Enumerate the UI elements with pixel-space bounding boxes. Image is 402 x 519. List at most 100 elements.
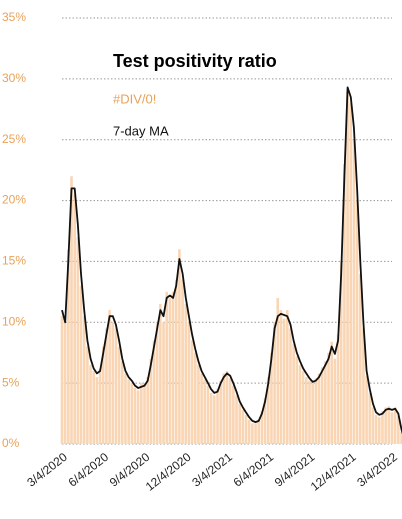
bar	[187, 322, 191, 444]
bar	[213, 395, 216, 444]
bar	[152, 340, 156, 444]
bar	[387, 406, 391, 444]
bar	[314, 378, 318, 444]
bar	[273, 322, 276, 444]
bar	[317, 373, 321, 444]
bar	[89, 364, 92, 444]
y-tick-label: 30%	[2, 71, 26, 85]
x-tick-label: 6/4/2021	[231, 450, 277, 490]
bar	[124, 373, 127, 444]
bar	[232, 385, 235, 444]
bar	[190, 340, 194, 444]
bar	[95, 377, 99, 444]
bar	[346, 91, 349, 445]
bar	[225, 370, 229, 444]
bar	[324, 361, 327, 444]
bar	[279, 310, 283, 444]
bar	[120, 361, 124, 444]
bar	[311, 383, 314, 444]
bar	[117, 346, 121, 444]
bar	[136, 390, 140, 444]
bar	[238, 403, 241, 444]
bar	[209, 392, 213, 444]
y-tick-label: 10%	[2, 314, 26, 328]
bar	[206, 385, 210, 444]
bar	[219, 380, 222, 444]
bar	[92, 370, 96, 444]
bar	[270, 352, 273, 444]
bar	[371, 407, 375, 444]
bar	[358, 273, 362, 444]
bar	[362, 328, 365, 444]
bar	[378, 417, 381, 444]
bar	[76, 237, 80, 444]
bar	[159, 304, 162, 444]
bar	[86, 346, 89, 444]
bar	[365, 375, 368, 444]
bar	[140, 383, 143, 444]
bar	[241, 409, 245, 444]
bar	[193, 352, 197, 444]
bar	[82, 316, 86, 444]
bar	[203, 379, 207, 444]
bar	[289, 328, 292, 444]
bar	[63, 322, 67, 444]
bar	[368, 392, 372, 444]
bar	[390, 412, 394, 444]
bar	[397, 416, 400, 444]
y-tick-label: 15%	[2, 254, 26, 268]
bar	[101, 346, 105, 444]
legend-label: 7-day MA	[113, 123, 169, 138]
bar	[127, 379, 130, 444]
bar	[320, 367, 324, 444]
bar	[108, 310, 111, 444]
x-tick-label: 6/4/2020	[66, 450, 112, 490]
bar	[228, 378, 232, 444]
bar	[174, 279, 178, 444]
x-tick-label: 12/4/2021	[308, 450, 359, 494]
bar	[254, 423, 257, 444]
bar	[146, 377, 149, 444]
bar	[374, 414, 378, 444]
bar	[282, 318, 286, 444]
bar	[149, 358, 153, 444]
y-tick-label: 25%	[2, 132, 26, 146]
bar	[251, 423, 254, 444]
bar	[343, 164, 346, 445]
bar	[216, 389, 219, 444]
bar	[298, 364, 302, 444]
x-tick-label: 3/4/2021	[189, 450, 235, 490]
bar	[349, 103, 353, 444]
x-tick-label: 3/4/2020	[24, 450, 70, 490]
y-tick-label: 35%	[2, 10, 26, 24]
bar	[384, 407, 387, 444]
bar	[266, 377, 270, 444]
bar	[381, 411, 384, 444]
bar	[295, 356, 299, 444]
chart-title: Test positivity ratio	[113, 51, 277, 71]
bar	[168, 297, 172, 444]
bar	[352, 139, 356, 444]
bar	[244, 414, 248, 444]
bar	[70, 176, 73, 444]
bar	[73, 194, 76, 444]
bar	[222, 373, 226, 444]
bar	[130, 383, 134, 444]
bar	[327, 352, 330, 444]
bar	[200, 373, 203, 444]
bar	[67, 249, 70, 444]
bar	[257, 419, 261, 444]
x-tick-label: 3/4/2022	[354, 450, 400, 490]
bar	[330, 341, 334, 444]
ma-line	[61, 86, 402, 435]
bar	[393, 407, 397, 444]
bar	[285, 310, 289, 444]
bar	[197, 364, 200, 444]
bar	[308, 380, 311, 444]
bar	[276, 297, 280, 444]
bar	[333, 358, 337, 444]
bar	[60, 316, 64, 444]
bar	[260, 411, 264, 444]
legend-label: #DIV/0!	[113, 91, 156, 106]
